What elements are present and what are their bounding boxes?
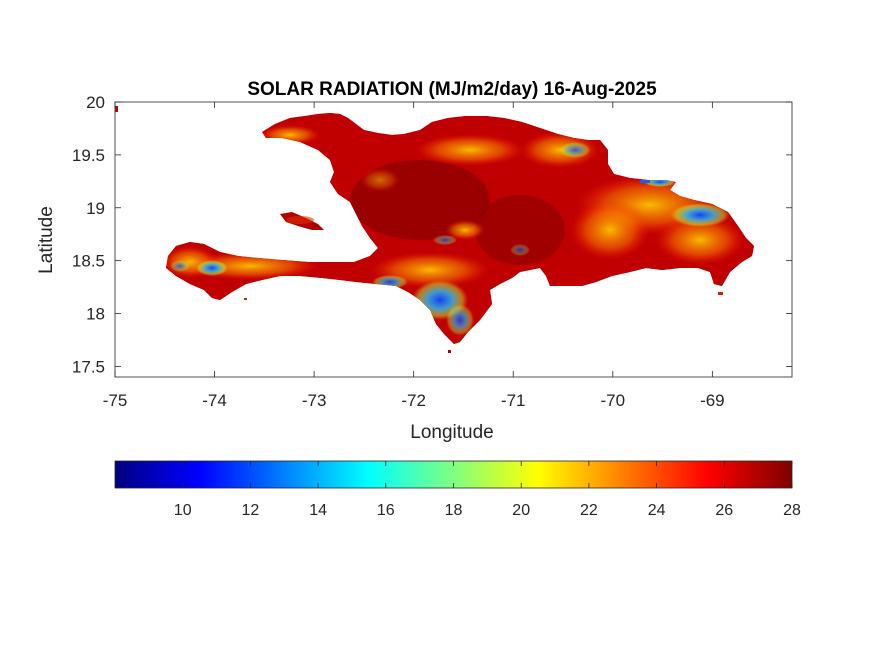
- x-tick-label: -70: [601, 391, 626, 410]
- x-tick-label: -72: [401, 391, 426, 410]
- x-tick-label: -69: [700, 391, 725, 410]
- y-axis-label: Latitude: [36, 206, 57, 274]
- islet-east: [640, 180, 650, 183]
- colorbar-tick-label: 18: [445, 502, 463, 519]
- islet-southwest: [244, 298, 247, 300]
- y-tick-label: 17.5: [72, 357, 105, 376]
- x-tick-label: -74: [202, 391, 227, 410]
- colorbar-tick-label: 16: [377, 502, 395, 519]
- colorbar-tick-label: 22: [580, 502, 598, 519]
- x-tick-label: -71: [501, 391, 526, 410]
- colorbar-tick-label: 10: [174, 502, 192, 519]
- x-tick-label: -75: [103, 391, 128, 410]
- y-tick-label: 18.5: [72, 252, 105, 271]
- y-tick-label: 20: [86, 93, 105, 112]
- x-axis-ticks: -75 -74 -73 -72 -71 -70 -69: [103, 102, 725, 410]
- colorbar-tick-label: 14: [309, 502, 327, 519]
- colorbar-tick-label: 20: [512, 502, 530, 519]
- x-tick-label: -73: [302, 391, 327, 410]
- colorbar-ticks: 10 12 14 16 18 20 22 24 26 28: [174, 461, 801, 519]
- y-tick-label: 19: [86, 199, 105, 218]
- colorbar-tick-label: 24: [648, 502, 666, 519]
- islet-northwest: [115, 106, 118, 112]
- colorbar-tick-label: 28: [783, 502, 801, 519]
- colorbar-tick-label: 12: [242, 502, 260, 519]
- islet-south: [448, 350, 451, 353]
- x-axis-label: Longitude: [410, 422, 493, 443]
- colorbar-tick-label: 26: [715, 502, 733, 519]
- map-title: SOLAR RADIATION (MJ/m2/day) 16-Aug-2025: [247, 79, 657, 100]
- islet-southeast: [718, 292, 723, 295]
- y-axis-ticks: 17.5 18 18.5 19 19.5 20: [72, 93, 792, 376]
- y-tick-label: 18: [86, 305, 105, 324]
- y-tick-label: 19.5: [72, 146, 105, 165]
